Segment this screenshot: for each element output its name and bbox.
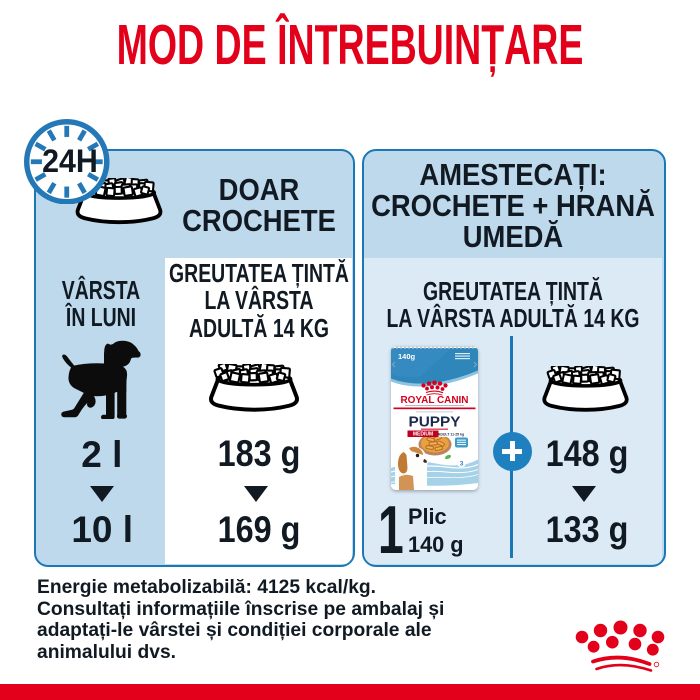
- svg-text:ADULT 11-25 kg: ADULT 11-25 kg: [438, 432, 464, 436]
- svg-text:3: 3: [460, 460, 464, 467]
- svg-text:ROYAL CANIN: ROYAL CANIN: [400, 395, 468, 406]
- svg-text:PUPPY: PUPPY: [408, 413, 460, 430]
- svg-text:MEDIUM: MEDIUM: [413, 432, 433, 438]
- svg-text:140g: 140g: [398, 352, 416, 361]
